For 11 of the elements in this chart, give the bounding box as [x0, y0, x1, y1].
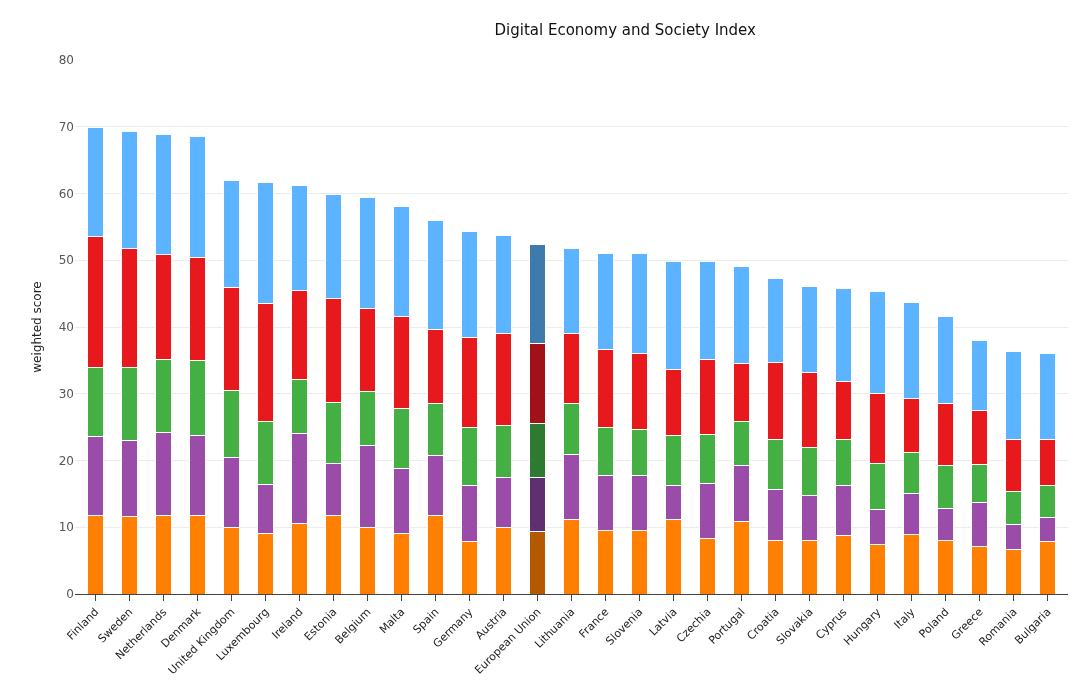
y-tick-label: 30 — [58, 386, 74, 401]
y-tick-label: 50 — [58, 253, 74, 268]
y-tick-label: 70 — [58, 119, 74, 134]
y-axis-title: weighted score — [30, 281, 44, 373]
y-tick-label: 60 — [58, 186, 74, 201]
y-tick-label: 20 — [58, 453, 74, 468]
chart-title: Digital Economy and Society Index — [494, 20, 757, 39]
y-tick-label: 80 — [58, 53, 74, 68]
y-tick-label: 10 — [58, 520, 74, 535]
y-tick-label: 0 — [66, 587, 74, 602]
y-tick-label: 40 — [58, 320, 74, 335]
